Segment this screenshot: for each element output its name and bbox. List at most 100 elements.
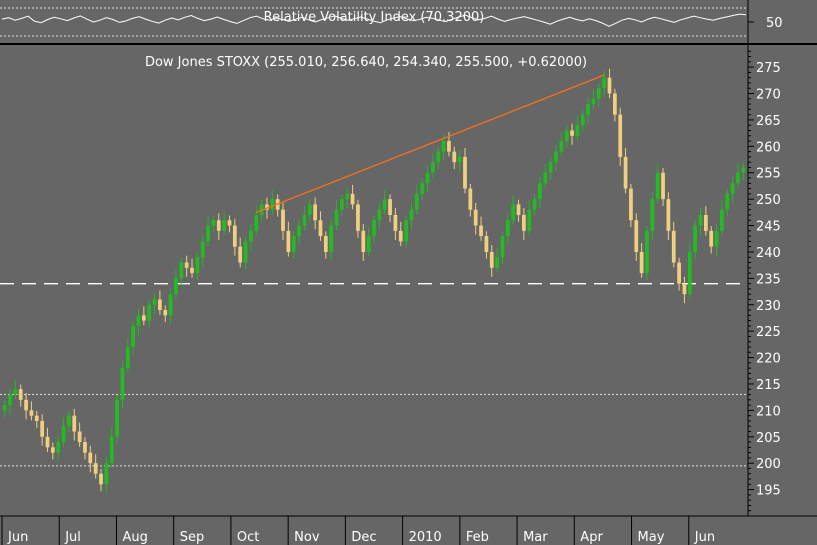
candle-up	[425, 172, 430, 184]
candle-down	[479, 225, 483, 237]
price-y-tick-label: 245	[756, 220, 781, 235]
candle-up	[409, 209, 414, 221]
price-y-tick-label: 260	[756, 140, 781, 155]
price-y-tick-label: 230	[756, 299, 781, 314]
candle-up	[382, 199, 387, 210]
candle-up	[13, 389, 18, 395]
candle-up	[431, 162, 435, 173]
price-y-tick-label: 225	[756, 325, 781, 340]
candle-down	[516, 204, 521, 215]
resistance-trendline	[255, 74, 605, 213]
candle-down	[570, 130, 574, 136]
candle-up	[136, 315, 141, 326]
candle-down	[361, 230, 366, 252]
rvi-panel: Relative Volatility Index (70.3200) 50	[0, 0, 783, 42]
candle-up	[147, 304, 152, 321]
rvi-line	[1, 13, 747, 27]
candle-up	[211, 220, 216, 226]
price-y-tick-label: 195	[756, 484, 781, 499]
candle-down	[18, 389, 23, 400]
candle-down	[618, 114, 623, 157]
candle-up	[8, 394, 12, 406]
candle-down	[99, 473, 103, 485]
candle-down	[141, 315, 146, 321]
rvi-title: Relative Volatility Index (70.3200)	[264, 10, 485, 25]
candle-up	[554, 151, 558, 163]
candle-up	[125, 347, 130, 369]
candle-up	[109, 436, 114, 464]
price-y-tick-label: 240	[756, 246, 781, 261]
candle-up	[575, 125, 580, 136]
candle-down	[447, 141, 451, 152]
candle-down	[671, 230, 676, 263]
x-tick-label: 2010	[409, 530, 442, 545]
candle-up	[152, 299, 157, 305]
candle-up	[564, 130, 569, 142]
price-title: Dow Jones STOXX (255.010, 256.640, 254.3…	[145, 55, 587, 70]
candle-down	[313, 204, 317, 221]
x-tick-label: Mar	[523, 530, 548, 545]
candle-up	[559, 141, 564, 152]
candle-up	[414, 193, 419, 210]
candle-up	[179, 262, 184, 279]
candle-up	[270, 199, 275, 210]
x-tick-label: Nov	[294, 530, 320, 545]
candle-up	[527, 209, 532, 231]
candle-up	[206, 225, 210, 242]
candle-up	[580, 114, 585, 126]
rvi-y-axis: 50	[748, 16, 783, 31]
price-y-tick-label: 270	[756, 88, 781, 103]
candle-up	[698, 214, 703, 226]
candle-down	[24, 399, 28, 411]
candle-down	[232, 225, 237, 247]
candle-up	[345, 193, 350, 200]
candle-down	[452, 151, 457, 163]
candle-up	[495, 257, 499, 268]
candle-down	[484, 236, 489, 252]
candle-up	[687, 251, 692, 295]
candle-up	[741, 167, 746, 173]
candle-down	[356, 204, 360, 231]
candle-up	[2, 405, 7, 411]
candle-up	[377, 209, 382, 221]
candle-up	[538, 183, 542, 200]
candle-up	[645, 230, 649, 274]
candle-up	[291, 236, 296, 252]
candle-up	[340, 199, 344, 210]
candle-down	[639, 251, 644, 274]
candle-up	[591, 98, 596, 105]
candle-down	[238, 246, 243, 263]
candle-down	[521, 214, 526, 231]
candle-down	[388, 199, 392, 215]
price-y-tick-label: 215	[756, 378, 781, 393]
x-tick-label: May	[638, 530, 665, 545]
candle-down	[703, 214, 708, 231]
candle-up	[693, 225, 698, 252]
candle-up	[104, 463, 109, 485]
candle-down	[83, 442, 87, 453]
candle-up	[120, 368, 125, 400]
candle-up	[602, 77, 607, 89]
candle-down	[45, 436, 50, 448]
candle-down	[184, 262, 189, 268]
candle-up	[243, 241, 248, 263]
candle-up	[372, 220, 376, 237]
candle-down	[216, 220, 221, 231]
candle-down	[398, 230, 403, 242]
candle-up	[249, 230, 253, 242]
candle-up	[420, 183, 425, 194]
candle-down	[265, 204, 269, 210]
candle-down	[29, 410, 34, 416]
candle-up	[725, 193, 730, 210]
candle-up	[655, 172, 660, 200]
candle-up	[586, 104, 590, 115]
rvi-y-tick-label: 50	[766, 16, 783, 31]
candle-up	[730, 183, 735, 194]
x-tick-label: Jul	[64, 530, 81, 545]
candle-up	[174, 278, 178, 295]
candle-up	[297, 225, 301, 237]
candle-up	[200, 241, 205, 258]
candle-down	[612, 93, 617, 115]
candle-up	[67, 415, 71, 427]
